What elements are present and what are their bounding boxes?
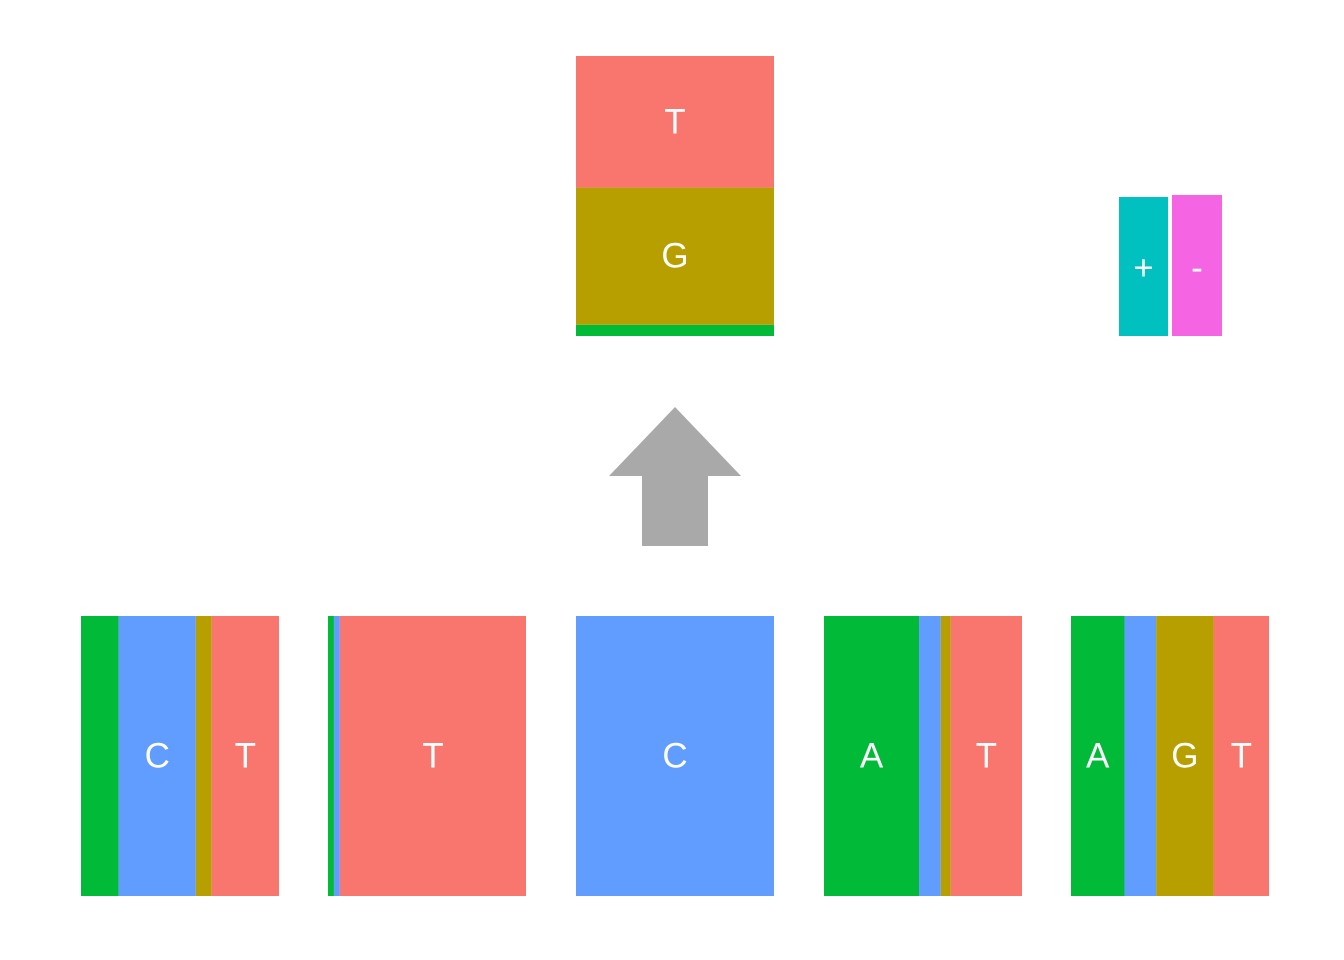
output-label-G: G	[661, 237, 688, 276]
output-column: GT	[576, 56, 774, 336]
input-label-T: T	[976, 737, 997, 776]
input-segment-T	[1213, 616, 1269, 896]
input-segment-C	[576, 616, 774, 896]
input-label-C: C	[662, 737, 687, 776]
input-segment-G	[1156, 616, 1214, 896]
input-label-T: T	[1231, 737, 1252, 776]
input-segment-G	[195, 616, 212, 896]
input-label-A: A	[1086, 737, 1110, 776]
strand-minus-box	[1172, 195, 1222, 336]
input-segment-G	[940, 616, 951, 896]
input-column-3: C	[576, 616, 774, 896]
input-segment-C	[1124, 616, 1157, 896]
input-segment-A	[328, 616, 334, 896]
input-column-2: T	[328, 616, 526, 896]
input-segment-C	[919, 616, 941, 896]
input-label-A: A	[860, 737, 884, 776]
strand-indicator: + -	[1119, 195, 1222, 336]
strand-plus-label: +	[1133, 249, 1153, 288]
input-segment-T	[339, 616, 526, 896]
input-segment-C	[118, 616, 196, 896]
up-arrow-icon	[609, 407, 741, 546]
input-segment-A	[81, 616, 119, 896]
input-segment-A	[824, 616, 920, 896]
input-segment-T	[950, 616, 1022, 896]
input-segment-C	[333, 616, 340, 896]
strand-minus-label: -	[1191, 249, 1203, 288]
input-segment-T	[211, 616, 279, 896]
output-segment-T	[576, 56, 774, 188]
output-label-T: T	[664, 102, 685, 141]
output-segment-G	[576, 187, 774, 325]
input-label-T: T	[235, 737, 256, 776]
input-segment-A	[1071, 616, 1125, 896]
input-label-G: G	[1171, 737, 1198, 776]
input-label-T: T	[422, 737, 443, 776]
output-segment-A	[576, 324, 774, 336]
strand-plus-box	[1119, 197, 1168, 336]
input-label-C: C	[145, 737, 170, 776]
